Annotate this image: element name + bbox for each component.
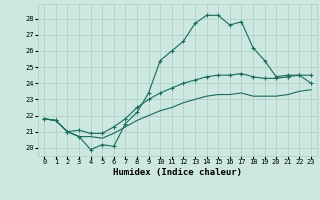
X-axis label: Humidex (Indice chaleur): Humidex (Indice chaleur)	[113, 168, 242, 177]
